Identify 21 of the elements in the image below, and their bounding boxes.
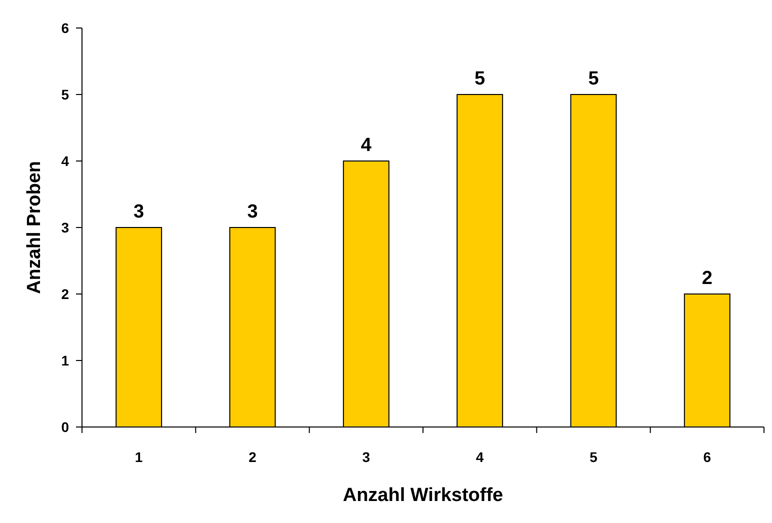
data-label: 2 bbox=[702, 268, 712, 289]
y-tick-label: 6 bbox=[61, 20, 70, 36]
y-tick-label: 5 bbox=[61, 86, 70, 102]
x-tick-label: 4 bbox=[476, 449, 484, 465]
y-tick-label: 4 bbox=[61, 152, 70, 169]
y-tick-label: 1 bbox=[61, 352, 70, 368]
y-axis-title: Anzahl Proben bbox=[24, 160, 45, 294]
y-tick-label: 3 bbox=[61, 219, 70, 236]
data-label: 3 bbox=[247, 202, 258, 222]
y-tick-label: 0 bbox=[61, 418, 70, 435]
x-tick-label: 3 bbox=[362, 449, 370, 465]
data-label: 5 bbox=[588, 68, 600, 90]
x-tick-label: 5 bbox=[590, 449, 598, 465]
data-label: 5 bbox=[474, 68, 486, 90]
x-tick-label: 6 bbox=[703, 449, 712, 465]
y-tick-label: 2 bbox=[61, 286, 70, 302]
x-axis-title: Anzahl Wirkstoffe bbox=[342, 485, 504, 506]
data-label: 4 bbox=[360, 135, 372, 156]
data-label: 3 bbox=[134, 202, 144, 222]
x-tick-label: 1 bbox=[134, 449, 143, 465]
x-tick-label: 2 bbox=[248, 449, 257, 465]
